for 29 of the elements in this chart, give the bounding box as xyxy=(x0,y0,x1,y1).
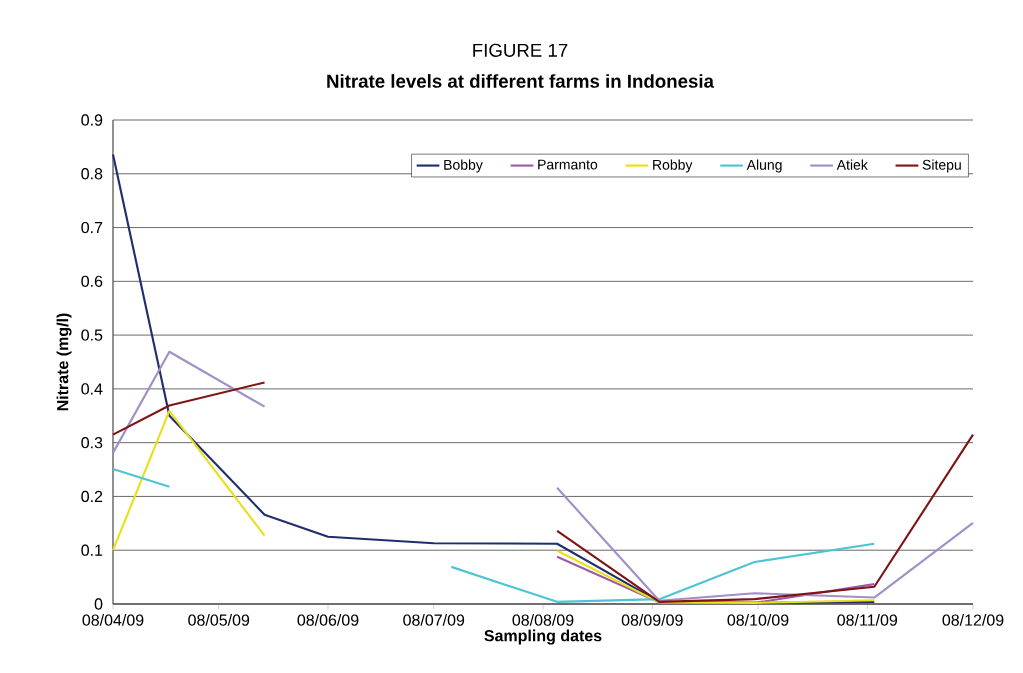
y-tick-label: 0 xyxy=(94,598,103,610)
x-tick-label: 08/10/09 xyxy=(727,614,789,626)
y-tick-label: 0.6 xyxy=(81,275,103,287)
legend-label: Atiek xyxy=(836,159,868,170)
y-tick-label: 0.3 xyxy=(81,437,103,449)
chart-subtitle: Nitrate levels at different farms in Indonesia xyxy=(327,74,715,88)
legend-label: Parmanto xyxy=(538,159,598,170)
x-tick-label: 08/11/09 xyxy=(837,614,898,626)
x-axis-title: Sampling dates xyxy=(484,629,602,645)
legend-label: Alung xyxy=(746,159,782,173)
legend-label: Bobby xyxy=(444,159,483,173)
y-tick-label: 0.5 xyxy=(81,329,103,341)
x-tick-label: 08/06/09 xyxy=(297,614,359,626)
legend-label: Sitepu xyxy=(922,159,961,173)
x-tick-label: 08/09/09 xyxy=(621,614,683,626)
y-tick-label: 0.7 xyxy=(81,221,103,234)
y-tick-label: 0.2 xyxy=(81,490,103,503)
x-tick-label: 08/12/09 xyxy=(942,614,1004,626)
x-tick-label: 08/04/09 xyxy=(82,614,144,626)
x-tick-label: 08/05/09 xyxy=(188,614,250,626)
y-tick-label: 0.4 xyxy=(81,383,103,395)
y-tick-label: 0.1 xyxy=(81,544,103,556)
y-tick-label: 0.9 xyxy=(81,114,103,126)
x-tick-label: 08/07/09 xyxy=(403,614,465,626)
chart-title: FIGURE 17 xyxy=(473,43,568,57)
y-tick-label: 0.8 xyxy=(81,168,103,180)
x-tick-label: 08/08/09 xyxy=(512,614,574,626)
legend-label: Robby xyxy=(653,159,693,173)
y-axis-title: Nitrate (mg/l) xyxy=(56,313,72,411)
